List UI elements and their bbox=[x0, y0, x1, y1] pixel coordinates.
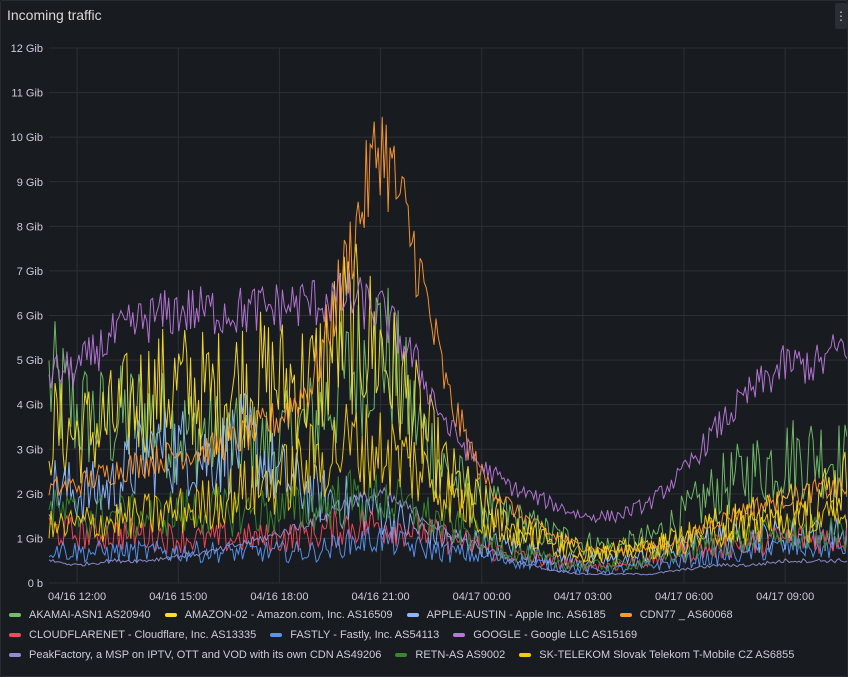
x-tick-label: 04/17 09:00 bbox=[756, 591, 814, 601]
x-tick-label: 04/16 18:00 bbox=[250, 591, 308, 601]
legend-swatch bbox=[9, 613, 21, 617]
legend-swatch bbox=[619, 613, 632, 617]
legend-label: APPLE-AUSTIN - Apple Inc. AS6185 bbox=[426, 609, 606, 621]
legend-label: AMAZON-02 - Amazon.com, Inc. AS16509 bbox=[184, 609, 393, 621]
y-tick-label: 7 Gib bbox=[17, 266, 43, 278]
y-tick-label: 3 Gib bbox=[17, 444, 43, 456]
legend-row: PeakFactory, a MSP on IPTV, OTT and VOD … bbox=[9, 645, 843, 665]
panel-title[interactable]: Incoming traffic bbox=[7, 7, 102, 23]
legend-label: PeakFactory, a MSP on IPTV, OTT and VOD … bbox=[29, 649, 382, 661]
legend-swatch bbox=[270, 633, 283, 637]
chart-legend: AKAMAI-ASN1 AS20940 AMAZON-02 - Amazon.co… bbox=[9, 605, 843, 665]
legend-item[interactable]: SK-TELEKOM Slovak Telekom T-Mobile CZ AS… bbox=[519, 649, 794, 661]
y-tick-label: 4 Gib bbox=[17, 400, 43, 412]
legend-swatch bbox=[519, 653, 532, 657]
series-line[interactable] bbox=[48, 403, 847, 565]
legend-row: AKAMAI-ASN1 AS20940 AMAZON-02 - Amazon.co… bbox=[9, 605, 843, 625]
y-tick-label: 5 Gib bbox=[17, 355, 43, 367]
legend-item[interactable]: AMAZON-02 - Amazon.com, Inc. AS16509 bbox=[164, 609, 393, 621]
y-tick-label: 9 Gib bbox=[17, 177, 43, 189]
legend-swatch bbox=[164, 613, 177, 617]
x-tick-label: 04/16 12:00 bbox=[48, 591, 106, 601]
legend-label: RETN-AS AS9002 bbox=[415, 649, 506, 661]
legend-swatch bbox=[9, 633, 21, 637]
chart-plot: 0 b 1 Gib 2 Gib 3 Gib 4 Gib 5 Gib 6 Gib 7 Gib 8 … bbox=[11, 43, 847, 601]
series-line[interactable] bbox=[48, 272, 847, 524]
legend-item[interactable]: CLOUDFLARENET - Cloudflare, Inc. AS13335 bbox=[9, 629, 256, 641]
series-line[interactable] bbox=[48, 468, 847, 573]
legend-row: CLOUDFLARENET - Cloudflare, Inc. AS13335… bbox=[9, 625, 843, 645]
legend-item[interactable]: FASTLY - Fastly, Inc. AS54113 bbox=[270, 629, 439, 641]
legend-item[interactable]: GOOGLE - Google LLC AS15169 bbox=[453, 629, 637, 641]
x-tick-label: 04/16 15:00 bbox=[149, 591, 207, 601]
legend-label: GOOGLE - Google LLC AS15169 bbox=[473, 629, 638, 641]
series-line[interactable] bbox=[48, 486, 847, 576]
x-tick-label: 04/17 00:00 bbox=[453, 591, 511, 601]
legend-item[interactable]: APPLE-AUSTIN - Apple Inc. AS6185 bbox=[406, 609, 606, 621]
legend-label: CLOUDFLARENET - Cloudflare, Inc. AS13335 bbox=[29, 629, 257, 641]
legend-swatch bbox=[453, 633, 466, 637]
legend-swatch bbox=[406, 613, 419, 617]
y-tick-label: 8 Gib bbox=[17, 221, 43, 233]
legend-item[interactable]: PeakFactory, a MSP on IPTV, OTT and VOD … bbox=[9, 649, 381, 661]
legend-item[interactable]: AKAMAI-ASN1 AS20940 bbox=[9, 609, 151, 621]
x-tick-label: 04/17 03:00 bbox=[554, 591, 612, 601]
y-tick-label: 6 Gib bbox=[17, 311, 43, 323]
y-tick-label: 12 Gib bbox=[11, 43, 43, 55]
legend-label: FASTLY - Fastly, Inc. AS54113 bbox=[290, 629, 440, 641]
legend-label: SK-TELEKOM Slovak Telekom T-Mobile CZ AS… bbox=[539, 649, 795, 661]
y-tick-label: 11 Gib bbox=[11, 88, 43, 100]
y-tick-label: 10 Gib bbox=[11, 132, 43, 144]
y-tick-label: 1 Gib bbox=[17, 533, 43, 545]
vertical-ellipsis-icon[interactable]: ⋮ bbox=[835, 3, 847, 29]
x-tick-label: 04/17 06:00 bbox=[655, 591, 713, 601]
legend-item[interactable]: CDN77 _ AS60068 bbox=[619, 609, 733, 621]
series-line[interactable] bbox=[48, 243, 847, 567]
legend-label: AKAMAI-ASN1 AS20940 bbox=[29, 609, 151, 621]
legend-item[interactable]: RETN-AS AS9002 bbox=[395, 649, 505, 661]
legend-label: CDN77 _ AS60068 bbox=[639, 609, 733, 621]
y-tick-label: 0 b bbox=[28, 578, 43, 590]
y-tick-label: 2 Gib bbox=[17, 489, 43, 501]
legend-swatch bbox=[395, 653, 408, 657]
legend-swatch bbox=[9, 653, 21, 657]
x-tick-label: 04/16 21:00 bbox=[352, 591, 410, 601]
